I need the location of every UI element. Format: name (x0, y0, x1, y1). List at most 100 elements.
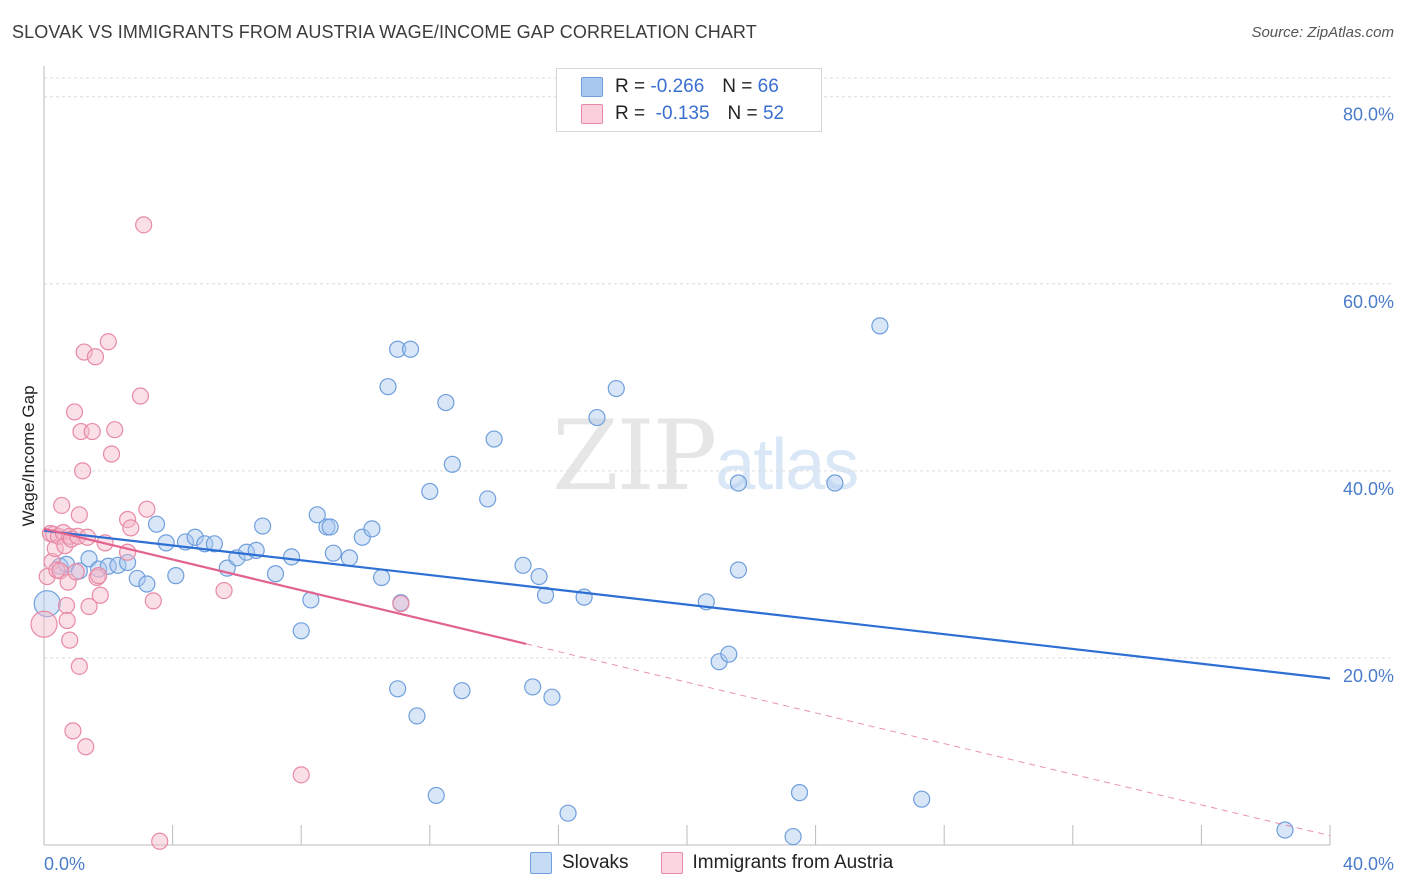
austria-point (106, 421, 124, 439)
grid-lines (44, 77, 1394, 659)
legend-item-austria: Immigrants from Austria (660, 852, 894, 874)
slovaks-point (826, 474, 844, 492)
slovaks-point (167, 567, 185, 585)
slovaks-point (266, 565, 285, 583)
legend-r-value: -0.266 (650, 76, 705, 97)
slovaks-point (443, 455, 461, 473)
austria-point (131, 387, 150, 405)
austria-point (102, 445, 121, 463)
slovaks-point (372, 568, 391, 587)
austria-point (64, 722, 82, 740)
x-axis-ticks (172, 825, 1331, 845)
austria-point (77, 738, 95, 756)
austria-point (30, 610, 58, 638)
austria-point (90, 567, 108, 585)
austria-trend-line (43, 527, 527, 645)
austria-point (151, 832, 169, 850)
slovaks-point (205, 535, 223, 553)
slovaks-point (363, 520, 381, 538)
chart-title: SLOVAK VS IMMIGRANTS FROM AUSTRIA WAGE/I… (12, 22, 757, 42)
austria-point (73, 462, 92, 480)
trend-lines (43, 527, 1331, 837)
slovaks-point (421, 482, 439, 501)
austria-point (122, 519, 140, 537)
slovaks-point (559, 804, 577, 822)
y-tick-label: 80.0% (1343, 105, 1394, 125)
legend-n-value: 52 (762, 103, 785, 124)
austria-point (86, 348, 105, 366)
legend-swatch-austria (660, 852, 683, 874)
legend-row-slovaks: R = -0.266 N = 66 (581, 75, 779, 99)
slovaks-point (324, 544, 342, 562)
slovaks-point (913, 790, 931, 808)
legend-swatch-austria (581, 104, 603, 124)
slovaks-point (186, 528, 204, 546)
legend-r-label: R = (615, 103, 646, 124)
source-label: Source: ZipAtlas.com (1251, 24, 1394, 41)
y-axis-tick-labels: 20.0% 40.0% 60.0% 80.0% (1343, 105, 1394, 686)
austria-point (58, 611, 76, 630)
austria-point (75, 343, 93, 361)
axes (43, 66, 1330, 846)
austria-point (83, 422, 101, 441)
slovaks-point (128, 569, 146, 588)
y-tick-label: 20.0% (1343, 666, 1394, 686)
slovaks-point (408, 707, 426, 725)
slovaks-point (147, 515, 166, 533)
austria-point (392, 595, 410, 613)
legend-swatch-slovaks (581, 77, 603, 97)
austria-point (99, 333, 117, 351)
stats-legend: R = -0.266 N = 66 R = -0.135 N = 52 (556, 68, 822, 132)
slovaks-point (379, 378, 397, 396)
slovaks-point (543, 688, 561, 706)
legend-r-label: R = (615, 76, 646, 97)
slovaks-point (389, 680, 407, 698)
austria-point (80, 597, 98, 616)
slovaks-point (157, 534, 175, 552)
slovaks-point (790, 784, 809, 802)
x-tick-label-min: 0.0% (44, 854, 85, 874)
slovaks-point (282, 548, 301, 566)
legend-label-austria: Immigrants from Austria (692, 852, 894, 873)
slovaks-point (588, 408, 606, 427)
slovaks-point (254, 517, 272, 535)
austria-point (91, 586, 109, 604)
slovaks-point (138, 575, 156, 593)
slovaks-point (321, 518, 339, 536)
legend-r-value: -0.135 (650, 103, 710, 124)
austria-point (57, 596, 76, 615)
austria-point (61, 631, 79, 649)
slovaks-point (530, 567, 548, 586)
legend-n-value: 66 (757, 76, 779, 97)
legend-swatch-slovaks (530, 852, 552, 874)
series-legend: Slovaks Immigrants from Austria (530, 852, 925, 874)
slovaks-point (33, 590, 61, 618)
austria-point (144, 592, 162, 610)
austria-point (292, 766, 310, 784)
austria-point (56, 537, 74, 555)
x-tick-label-max: 40.0% (1343, 854, 1394, 874)
slovaks-point (437, 393, 455, 412)
legend-item-slovaks: Slovaks (530, 852, 629, 874)
y-tick-label: 40.0% (1343, 479, 1394, 499)
slovaks-point (308, 506, 326, 524)
slovaks-point (389, 340, 407, 358)
austria-point (65, 403, 84, 421)
slovaks-point (871, 317, 889, 335)
austria-point (138, 500, 156, 518)
slovaks-point (607, 379, 625, 398)
slovaks-point (453, 682, 471, 700)
austria-point (215, 581, 233, 600)
legend-n-label: N = (722, 76, 753, 97)
austria-point (53, 496, 71, 515)
slovaks-point (401, 340, 420, 358)
legend-n-label: N = (727, 103, 758, 124)
slovaks-point (514, 556, 532, 574)
legend-row-austria: R = -0.135 N = 52 (581, 102, 784, 126)
slovaks-point (485, 430, 503, 448)
slovaks-point (729, 561, 748, 579)
slovaks-point (729, 474, 748, 492)
slovaks-trend-line (43, 529, 1331, 680)
legend-label-slovaks: Slovaks (562, 852, 629, 873)
